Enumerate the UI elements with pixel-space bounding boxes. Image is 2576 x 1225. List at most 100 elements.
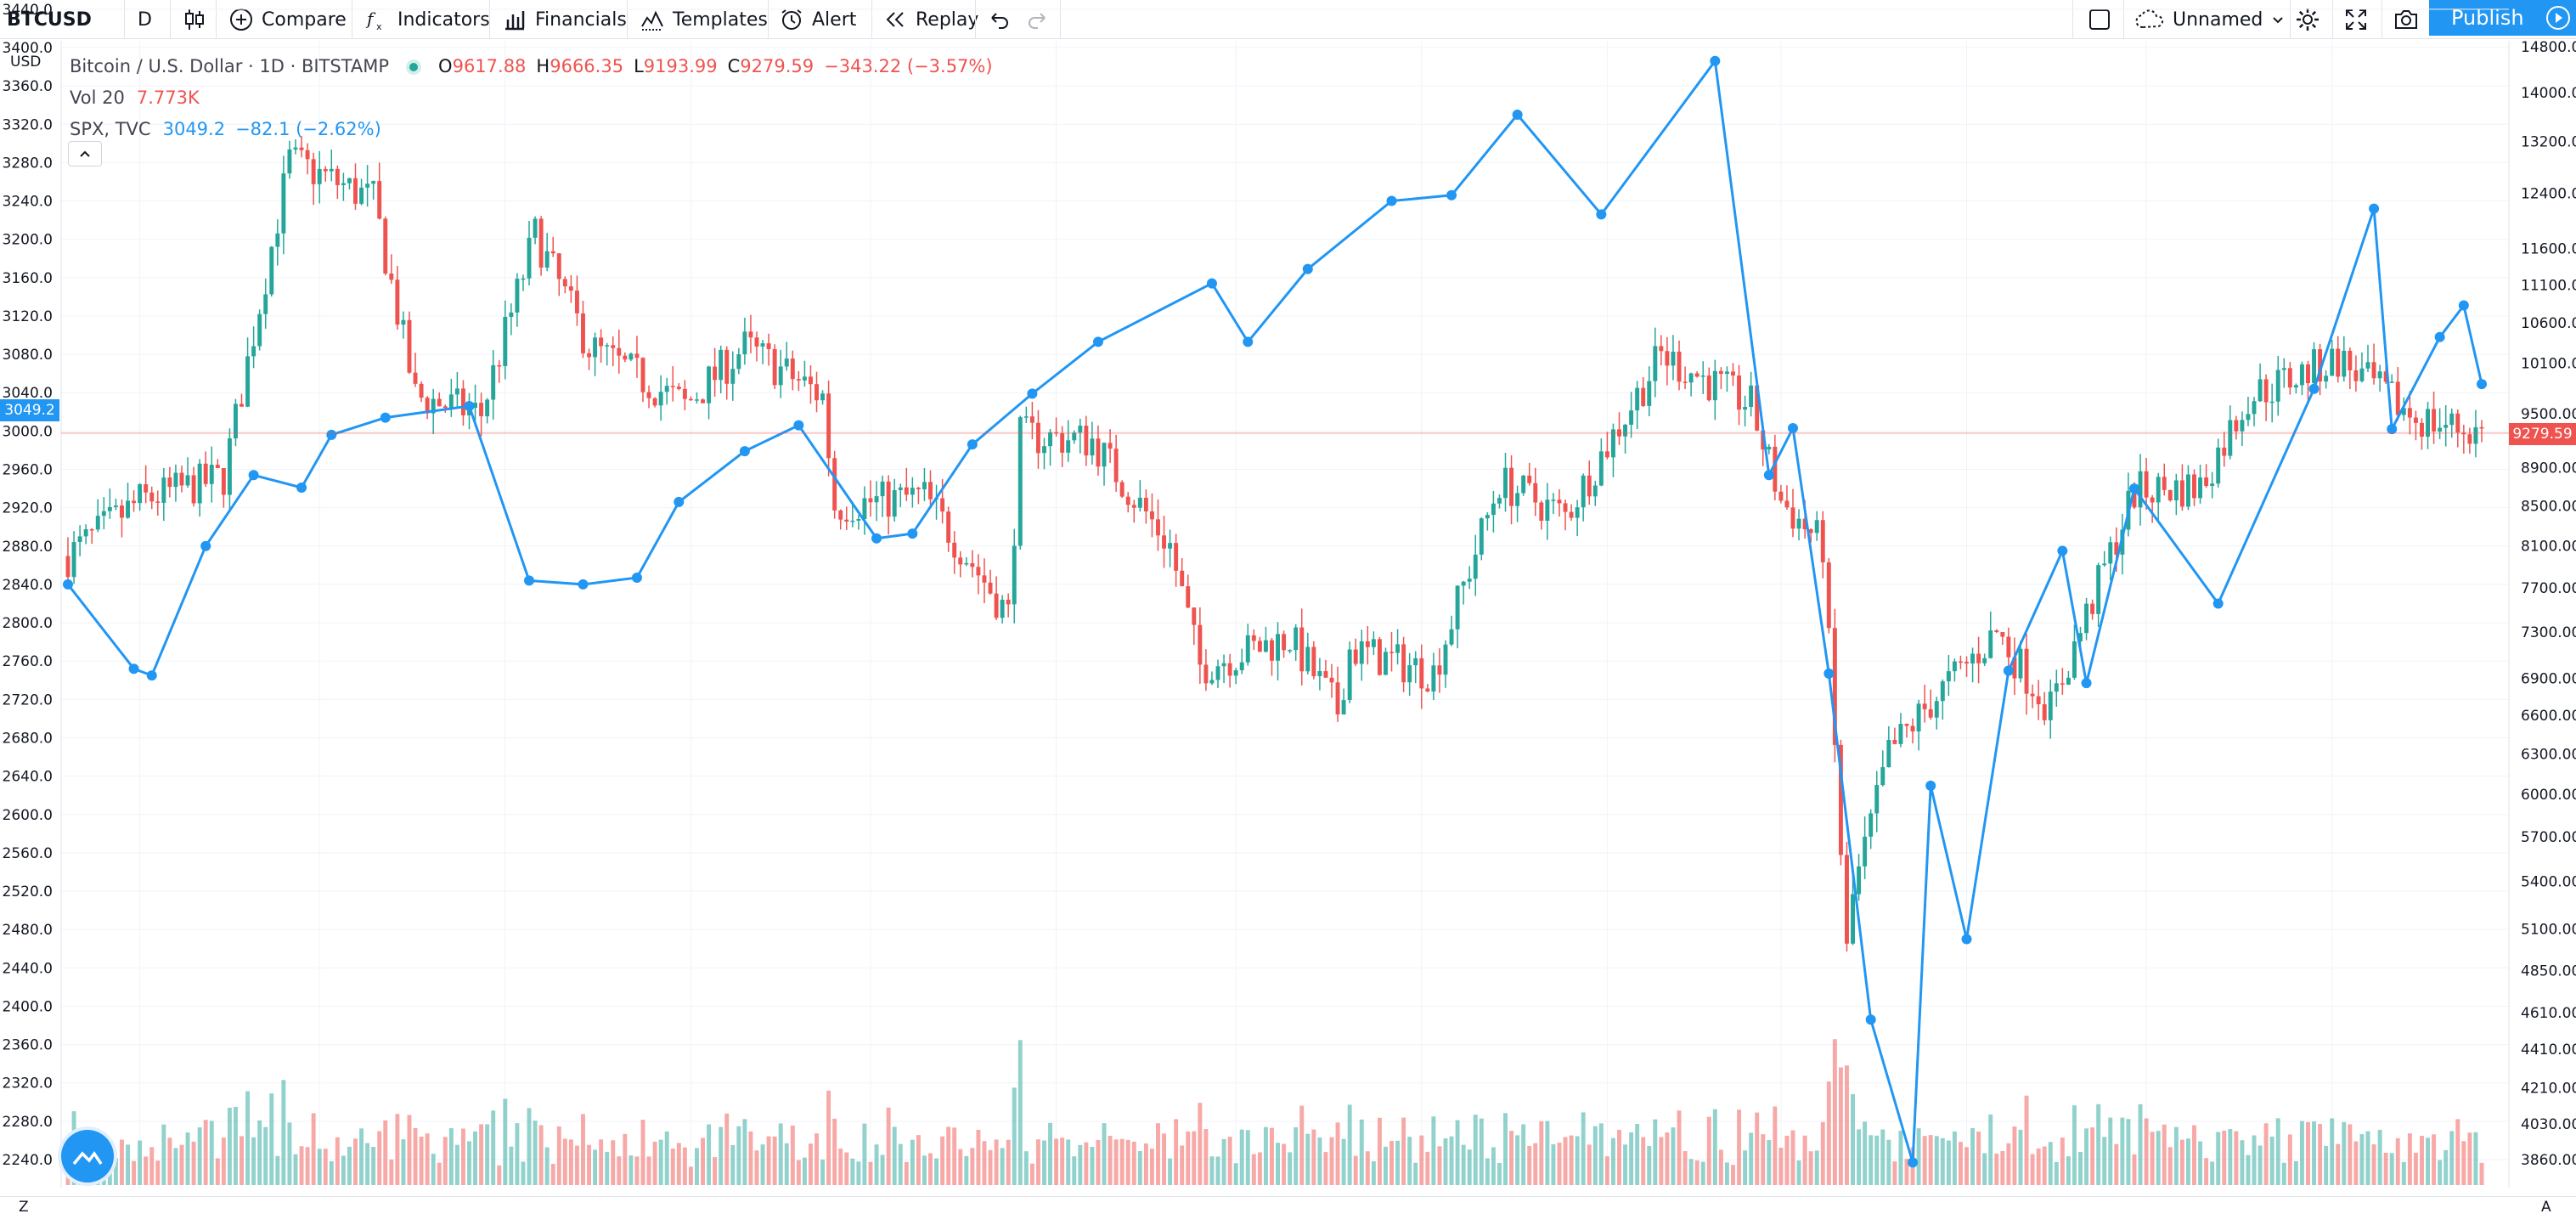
volume-bar: [2150, 1132, 2155, 1185]
candle-body: [1419, 658, 1424, 689]
volume-bar: [2108, 1117, 2113, 1185]
undo-button[interactable]: [989, 0, 1011, 39]
volume-bar: [1892, 1161, 1897, 1185]
volume-bar: [1784, 1135, 1790, 1185]
volume-bar: [568, 1139, 573, 1185]
candle-body: [1149, 511, 1154, 520]
auto-label: A: [2541, 1199, 2551, 1216]
volume-bar: [2330, 1118, 2335, 1185]
volume-bar: [1066, 1139, 1071, 1185]
candle-body: [2324, 375, 2329, 382]
candle-body: [132, 500, 137, 504]
candle-body: [1539, 502, 1544, 521]
spx-point: [2308, 383, 2320, 394]
candle-body: [784, 358, 789, 367]
volume-bar: [305, 1147, 310, 1185]
left-axis-tick: 2800.0: [3, 615, 53, 632]
volume-bar: [335, 1137, 340, 1185]
right-axis-tick: 5700.00: [2521, 829, 2576, 846]
volume-bar: [2444, 1149, 2449, 1185]
candle-body: [1671, 351, 1676, 366]
alert-button[interactable]: Alert: [780, 0, 856, 39]
chart-type-button[interactable]: [183, 0, 206, 39]
volume-bar: [1395, 1140, 1401, 1185]
candle-body: [2449, 413, 2455, 426]
spx-point: [63, 579, 73, 590]
candle-body: [2348, 350, 2353, 370]
candle-body: [910, 488, 915, 495]
left-axis-tick: 2320.0: [3, 1075, 53, 1092]
redo-button[interactable]: [1026, 0, 1048, 39]
candle-body: [628, 353, 634, 360]
volume-bar: [509, 1146, 514, 1185]
volume-bar: [1724, 1162, 1729, 1185]
spx-price-label: 3049.2: [0, 399, 59, 421]
volume-bar: [1371, 1161, 1376, 1185]
publish-menu-button[interactable]: [2540, 0, 2576, 36]
spx-point: [1925, 780, 1936, 791]
compare-button[interactable]: Compare: [229, 0, 347, 39]
volume-bar: [1592, 1126, 1598, 1185]
volume-bar: [1731, 1165, 1735, 1185]
snapshot-button[interactable]: [2393, 0, 2419, 39]
replay-button[interactable]: Replay: [883, 0, 978, 39]
candle-body: [964, 562, 969, 565]
candle-body: [1527, 475, 1532, 483]
volume-legend[interactable]: Vol 20 7.773K: [70, 82, 993, 114]
tradingview-logo[interactable]: [61, 1130, 114, 1183]
volume-bar: [1317, 1137, 1322, 1185]
candle-body: [2444, 425, 2449, 428]
candle-body: [1731, 371, 1735, 376]
volume-bar: [1143, 1143, 1148, 1185]
spx-point: [2458, 300, 2469, 311]
right-axis-tick: 14000.00: [2521, 85, 2576, 102]
candle-body: [203, 463, 208, 484]
volume-bar: [2371, 1144, 2376, 1185]
candle-body: [1575, 507, 1580, 518]
candle-body: [2293, 385, 2298, 388]
symbol-search[interactable]: BTCUSD: [7, 0, 92, 39]
candle-body: [1072, 432, 1077, 441]
candle-body: [1125, 496, 1130, 505]
layout-menu-button[interactable]: Unnamed: [2135, 0, 2285, 39]
volume-bar: [815, 1133, 819, 1185]
candle-body: [2438, 427, 2443, 432]
candle-body: [2395, 381, 2400, 415]
financials-button[interactable]: Financials: [503, 0, 627, 39]
volume-bar: [2204, 1158, 2209, 1185]
publish-button[interactable]: Publish: [2429, 0, 2576, 36]
drawing-toggle-button[interactable]: [2088, 0, 2111, 39]
auto-scale-button[interactable]: A: [2541, 1199, 2551, 1216]
left-axis-tick: 2280.0: [3, 1114, 53, 1131]
zoom-button[interactable]: Z: [19, 1199, 29, 1216]
volume-bar: [1683, 1151, 1688, 1185]
interval-button[interactable]: D: [138, 0, 152, 39]
candle-body: [1533, 483, 1538, 503]
spx-point: [1386, 195, 1397, 206]
volume-bar: [371, 1147, 376, 1185]
candle-body: [760, 343, 765, 347]
candle-body: [2426, 409, 2430, 438]
volume-bar: [538, 1125, 544, 1185]
settings-button[interactable]: [2295, 0, 2320, 39]
right-axis-tick: 10600.00: [2521, 315, 2576, 332]
candle-body: [1042, 446, 1046, 454]
legend-collapse-button[interactable]: [68, 141, 102, 167]
volume-bar: [736, 1126, 741, 1185]
spx-legend[interactable]: SPX, TVC 3049.2 −82.1 (−2.62%): [70, 114, 993, 145]
volume-bar: [359, 1128, 364, 1185]
fullscreen-button[interactable]: [2344, 0, 2368, 39]
candle-body: [1869, 813, 1874, 837]
spx-point: [1596, 209, 1607, 220]
templates-button[interactable]: Templates: [640, 0, 768, 39]
volume-bar: [1162, 1133, 1167, 1185]
candle-body: [359, 187, 364, 204]
volume-bar: [646, 1156, 651, 1185]
volume-bar: [1060, 1138, 1065, 1185]
square-icon: [2089, 9, 2110, 30]
volume-bar: [898, 1143, 903, 1185]
layout-name: Unnamed: [2173, 8, 2263, 31]
